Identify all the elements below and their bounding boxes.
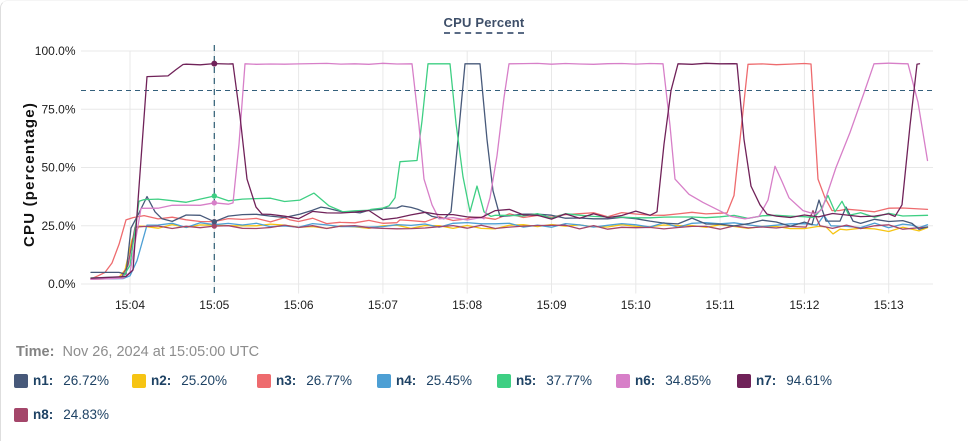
svg-text:75.0%: 75.0% — [41, 103, 75, 117]
svg-text:15:12: 15:12 — [789, 298, 819, 312]
svg-text:25.0%: 25.0% — [41, 219, 75, 233]
svg-text:CPU (percentage): CPU (percentage) — [21, 102, 38, 247]
svg-text:15:13: 15:13 — [874, 298, 904, 312]
svg-text:15:07: 15:07 — [368, 298, 398, 312]
svg-text:15:06: 15:06 — [284, 298, 314, 312]
svg-text:15:04: 15:04 — [115, 298, 145, 312]
svg-text:15:11: 15:11 — [706, 298, 735, 312]
svg-text:15:09: 15:09 — [536, 298, 566, 312]
svg-text:100.0%: 100.0% — [35, 44, 76, 58]
svg-text:0.0%: 0.0% — [48, 277, 76, 291]
svg-text:15:05: 15:05 — [199, 298, 229, 312]
svg-text:15:08: 15:08 — [452, 298, 482, 312]
svg-text:15:10: 15:10 — [621, 298, 651, 312]
svg-text:50.0%: 50.0% — [41, 161, 75, 175]
